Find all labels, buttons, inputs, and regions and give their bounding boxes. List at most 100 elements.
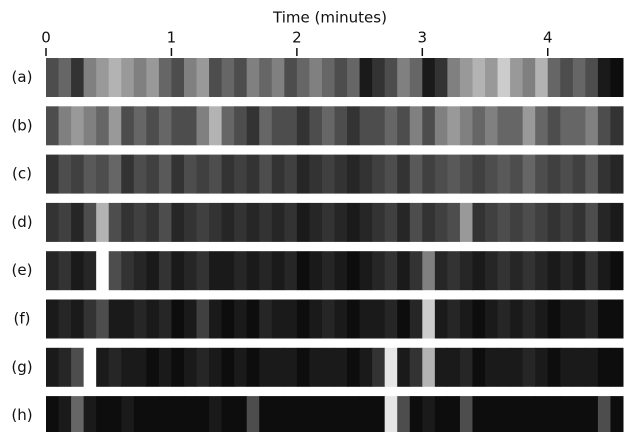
- stripe: [560, 347, 574, 387]
- stripe: [46, 396, 60, 432]
- stripe: [535, 202, 549, 242]
- stripe: [585, 347, 599, 387]
- stripe: [434, 347, 448, 387]
- stripe: [459, 396, 473, 432]
- stripe: [296, 106, 310, 146]
- stripe: [409, 396, 423, 432]
- stripe: [510, 299, 524, 339]
- stripe: [610, 58, 624, 97]
- stripe: [434, 396, 448, 432]
- stripe: [171, 58, 185, 97]
- stripe: [597, 347, 611, 387]
- stripe: [58, 154, 72, 194]
- stripe: [547, 299, 561, 339]
- stripe: [422, 299, 436, 339]
- stripe: [447, 154, 461, 194]
- stripe: [96, 154, 110, 194]
- stripe: [259, 106, 273, 146]
- row-label: (d): [11, 213, 32, 231]
- stripe: [234, 154, 248, 194]
- stripe: [171, 251, 185, 291]
- stripe: [146, 154, 160, 194]
- row-label: (g): [11, 358, 32, 376]
- stripe: [522, 251, 536, 291]
- stripe: [221, 347, 235, 387]
- stripe: [572, 396, 586, 432]
- stripe: [284, 396, 298, 432]
- stripe: [434, 106, 448, 146]
- stripe: [447, 202, 461, 242]
- stripe: [597, 251, 611, 291]
- stripe: [171, 396, 185, 432]
- stripe: [547, 396, 561, 432]
- stripe: [259, 154, 273, 194]
- stripe: [196, 202, 210, 242]
- stripe: [359, 251, 373, 291]
- stripe: [58, 251, 72, 291]
- stripe: [158, 58, 172, 97]
- stripe: [108, 299, 122, 339]
- stripe: [347, 106, 361, 146]
- stripe: [497, 106, 511, 146]
- stripe: [196, 58, 210, 97]
- stripe: [96, 106, 110, 146]
- stripe: [183, 396, 198, 432]
- stripe: [572, 299, 586, 339]
- stripe: [46, 299, 60, 339]
- stripe: [46, 202, 60, 242]
- stripe: [485, 251, 499, 291]
- stripe: [434, 202, 448, 242]
- stripe: [284, 202, 298, 242]
- stripe: [133, 347, 147, 387]
- stripe: [434, 58, 448, 97]
- stripe: [284, 154, 298, 194]
- stripe: [71, 396, 85, 432]
- stripe: [610, 347, 624, 387]
- stripe: [183, 202, 198, 242]
- stripe: [522, 202, 536, 242]
- stripe: [259, 251, 273, 291]
- stripe: [71, 106, 85, 146]
- stripe: [121, 154, 135, 194]
- stripe: [296, 154, 310, 194]
- stripe: [246, 58, 260, 97]
- stripe: [560, 251, 574, 291]
- stripe: [510, 347, 524, 387]
- stripe: [108, 106, 122, 146]
- stripe: [610, 106, 624, 146]
- stripe: [497, 154, 511, 194]
- stripe: [347, 58, 361, 97]
- stripe: [96, 299, 110, 339]
- stripe: [597, 154, 611, 194]
- stripe: [459, 106, 473, 146]
- stripe: [133, 58, 147, 97]
- x-axis-title: Time (minutes): [272, 9, 387, 27]
- stripe: [58, 106, 72, 146]
- stripe: [372, 106, 386, 146]
- stripe: [510, 58, 524, 97]
- stripe: [83, 396, 97, 432]
- stripe: [610, 396, 624, 432]
- stripe: [359, 396, 373, 432]
- stripe: [246, 154, 260, 194]
- stripe: [547, 202, 561, 242]
- stripe: [485, 202, 499, 242]
- stripe: [384, 251, 398, 291]
- stripe: [359, 154, 373, 194]
- stripe: [234, 202, 248, 242]
- stripe: [133, 202, 147, 242]
- stripe: [422, 154, 436, 194]
- stripe: [359, 299, 373, 339]
- stripe: [472, 154, 486, 194]
- stripe: [271, 154, 285, 194]
- stripe: [146, 251, 160, 291]
- stripe: [459, 299, 473, 339]
- stripe: [83, 299, 97, 339]
- stripe: [359, 58, 373, 97]
- stripe: [447, 299, 461, 339]
- stripe: [535, 154, 549, 194]
- stripe: [46, 58, 60, 97]
- stripe: [221, 154, 235, 194]
- stripe: [585, 154, 599, 194]
- stripe: [196, 396, 210, 432]
